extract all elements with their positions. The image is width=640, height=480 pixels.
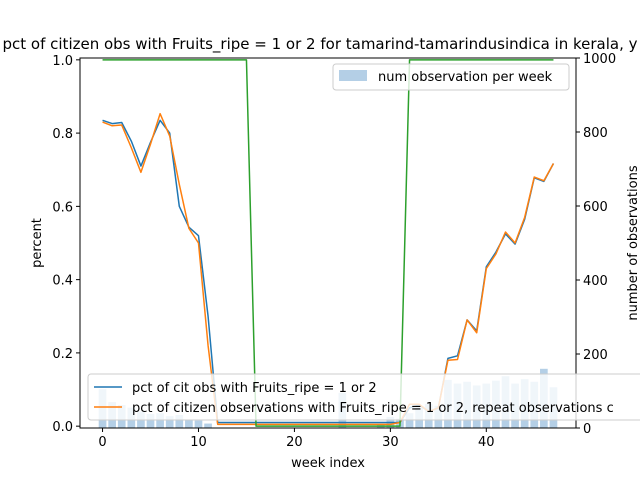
legend-upper: num observation per week bbox=[332, 63, 570, 91]
y2-tick-label-5: 1000 bbox=[583, 52, 616, 67]
legend-label-series-0: pct of cit obs with Fruits_ripe = 1 or 2 bbox=[132, 381, 377, 396]
axes-layer bbox=[79, 57, 577, 429]
plot-frame bbox=[79, 57, 577, 429]
bar-week-9 bbox=[185, 419, 193, 428]
y-axis-label: percent bbox=[30, 218, 45, 268]
bar-week-5 bbox=[146, 413, 155, 428]
y-tick-label-1: 0.2 bbox=[52, 347, 73, 362]
x-tick-label-0: 0 bbox=[98, 435, 106, 450]
ticks-layer: 0 10 20 30 40 0.0 0.2 0.4 0.6 0.8 1.0 0 200 400 600 800… bbox=[52, 52, 616, 450]
x-tick-label-3: 30 bbox=[382, 435, 399, 450]
y2-tick-label-0: 0 bbox=[583, 422, 591, 437]
bar-week-10 bbox=[194, 420, 203, 428]
bar-week-32 bbox=[405, 413, 414, 428]
y-tick-label-3: 0.6 bbox=[52, 200, 73, 215]
legend-lower-box bbox=[87, 373, 640, 421]
bar-week-6 bbox=[156, 413, 164, 428]
y-tick-label-2: 0.4 bbox=[52, 274, 73, 289]
y-tick-label-4: 0.8 bbox=[52, 127, 73, 142]
y2-axis-label: number of observations bbox=[626, 165, 640, 320]
x-axis-label: week index bbox=[291, 456, 365, 471]
x-tick-label-2: 20 bbox=[286, 435, 303, 450]
series-line-2 bbox=[102, 59, 554, 427]
series-line-1 bbox=[102, 112, 555, 426]
y-tick-label-0: 0.0 bbox=[52, 420, 73, 435]
bar-week-8 bbox=[175, 415, 184, 428]
y-tick-label-5: 1.0 bbox=[52, 54, 73, 69]
legend-lower: pct of cit obs with Fruits_ripe = 1 or 2… bbox=[87, 373, 640, 421]
legend-label-series-1: pct of citizen observations with Fruits_… bbox=[132, 401, 614, 416]
legend-upper-box bbox=[332, 63, 570, 91]
x-tick-label-1: 10 bbox=[190, 435, 207, 450]
legend-label-bars: num observation per week bbox=[378, 70, 553, 85]
y2-tick-label-2: 400 bbox=[583, 274, 608, 289]
lines-layer bbox=[102, 59, 555, 427]
legend-swatch-bars bbox=[339, 70, 367, 81]
y2-tick-label-4: 800 bbox=[583, 126, 608, 141]
x-tick-label-4: 40 bbox=[478, 435, 495, 450]
bar-week-7 bbox=[165, 416, 174, 428]
y2-tick-label-1: 200 bbox=[583, 348, 608, 363]
chart-title: pct of citizen obs with Fruits_ripe = 1 … bbox=[3, 35, 638, 54]
bar-week-11 bbox=[204, 423, 212, 428]
y2-tick-label-3: 600 bbox=[583, 200, 608, 215]
